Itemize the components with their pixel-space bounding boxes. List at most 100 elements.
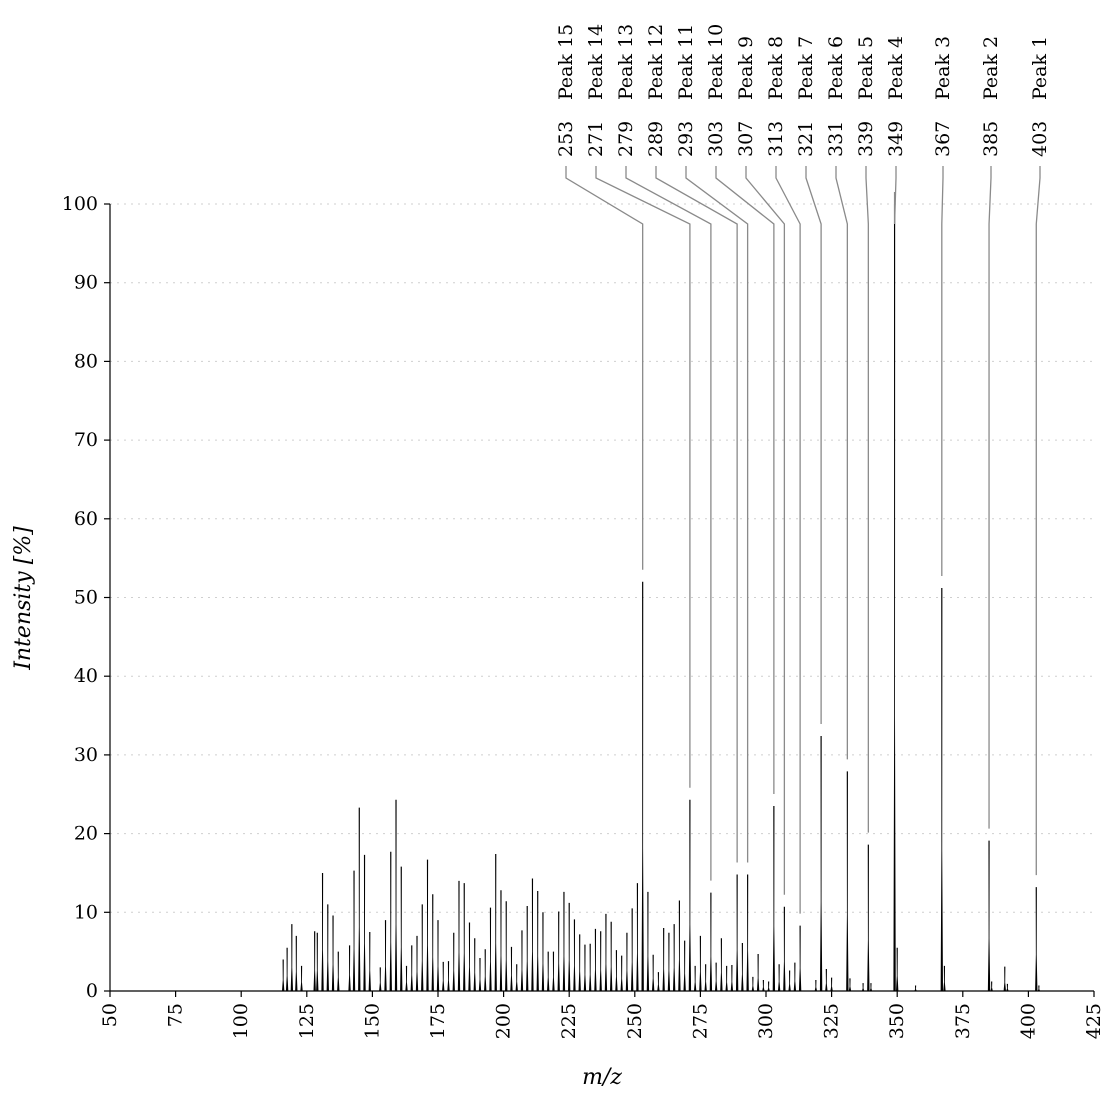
spectrum-peak — [777, 964, 781, 991]
spectrum-peak — [348, 945, 351, 991]
y-tick-label: 10 — [74, 901, 98, 923]
spectrum-peak — [688, 799, 692, 991]
spectrum-peak — [720, 938, 723, 991]
spectrum-peak — [468, 922, 471, 991]
spectrum-peak — [869, 983, 873, 991]
peak-name-label: Peak 4 — [885, 36, 907, 100]
peak-leader-line — [1035, 166, 1041, 876]
spectrum-peak — [683, 940, 686, 991]
peak-leader-line — [893, 166, 897, 225]
x-tick-label: 350 — [886, 1003, 908, 1039]
peak-name-label: Peak 13 — [615, 24, 637, 100]
peak-leader-line — [775, 166, 801, 914]
peak-mz-label: 303 — [705, 121, 727, 157]
peak-mz-label: 321 — [795, 121, 817, 157]
spectrum-peak — [379, 967, 382, 991]
spectrum-peak — [746, 874, 749, 991]
spectrum-peak — [300, 965, 303, 991]
y-axis-title: Intensity [%] — [11, 526, 36, 671]
peak-mz-label: 289 — [645, 121, 667, 157]
spectrum-peak — [867, 844, 870, 991]
spectrum-peak — [830, 977, 833, 991]
spectrum-peak — [762, 979, 765, 991]
peak-leader-line — [988, 166, 992, 829]
peak-name-label: Peak 14 — [585, 24, 607, 100]
spectrum-peak — [893, 204, 896, 991]
spectrum-peak — [709, 892, 713, 991]
peak-leader-line — [595, 166, 691, 788]
spectrum-peak — [394, 799, 398, 991]
spectrum-peak — [442, 961, 445, 991]
spectrum-peak — [693, 965, 697, 991]
x-tick-label: 75 — [165, 1003, 187, 1027]
x-tick-label: 275 — [689, 1003, 711, 1039]
spectrum-peak — [282, 959, 285, 991]
spectrum-peak — [646, 891, 650, 991]
spectrum-peak — [848, 978, 852, 991]
spectrum-peak — [536, 891, 539, 991]
spectrum-peak — [798, 925, 802, 991]
peak-name-label: Peak 7 — [795, 36, 817, 100]
spectrum-peak — [431, 894, 434, 991]
spectrum-peak — [846, 771, 849, 991]
spectrum-peak — [620, 955, 623, 991]
peak-mz-label: 313 — [765, 121, 787, 157]
y-tick-label: 90 — [74, 272, 98, 294]
spectrum-peak — [630, 908, 634, 991]
x-tick-label: 50 — [99, 1003, 121, 1027]
spectrum-peak — [331, 915, 335, 991]
spectrum-peak — [1006, 983, 1009, 991]
spectrum-peak — [541, 912, 545, 991]
spectrum-peak — [990, 981, 993, 991]
peak-name-label: Peak 9 — [735, 36, 757, 100]
spectrum-peak — [363, 854, 366, 991]
spectrum-peak — [405, 965, 408, 991]
spectrum-peak — [741, 942, 744, 991]
peak-leader-line — [805, 166, 822, 725]
spectrum-peak — [421, 904, 424, 991]
peak-mz-label: 403 — [1029, 121, 1051, 157]
y-tick-label: 30 — [74, 744, 98, 766]
spectrum-peak — [295, 935, 298, 991]
spectrum-peak — [814, 979, 818, 991]
spectrum-peak — [610, 921, 613, 991]
x-tick-label: 400 — [1017, 1003, 1039, 1039]
spectrum-peak — [531, 878, 534, 991]
spectrum-peak — [987, 840, 991, 991]
spectrum-peak — [662, 928, 665, 991]
spectrum-peak — [473, 938, 476, 991]
spectrum-peak — [651, 954, 655, 991]
spectrum-peak — [672, 924, 676, 991]
peak-name-label: Peak 3 — [932, 36, 954, 100]
spectrum-peak — [861, 983, 865, 991]
spectrum-peak — [290, 924, 294, 991]
y-tick-label: 50 — [74, 587, 98, 609]
spectrum-peak — [520, 930, 524, 991]
x-tick-label: 325 — [821, 1003, 843, 1039]
x-tick-label: 300 — [755, 1003, 777, 1039]
x-axis-title: m/z — [582, 1065, 622, 1090]
peak-mz-label: 339 — [855, 121, 877, 157]
peak-mz-label: 331 — [825, 121, 847, 157]
spectrum-peak — [389, 851, 392, 991]
peak-name-label: Peak 6 — [825, 36, 847, 100]
spectrum-peak — [943, 965, 946, 991]
x-tick-label: 375 — [952, 1003, 974, 1039]
spectrum-peak — [557, 911, 560, 991]
y-tick-label: 100 — [62, 193, 98, 215]
spectrum-peak — [914, 985, 917, 991]
spectrum-peak — [767, 981, 770, 991]
spectrum-peak — [463, 883, 466, 991]
spectrum-peak — [452, 932, 455, 991]
peak-mz-label: 385 — [980, 121, 1002, 157]
spectrum-peak — [636, 883, 639, 991]
peak-name-label: Peak 8 — [765, 36, 787, 100]
spectrum-peak — [896, 947, 899, 991]
y-tick-label: 40 — [74, 665, 98, 687]
peak-name-label: Peak 10 — [705, 24, 727, 100]
spectrum-peak — [772, 806, 776, 991]
peak-mz-label: 279 — [615, 121, 637, 157]
spectrum-peak — [316, 932, 319, 991]
spectrum-peak — [657, 972, 660, 991]
spectrum-peak — [447, 961, 450, 991]
